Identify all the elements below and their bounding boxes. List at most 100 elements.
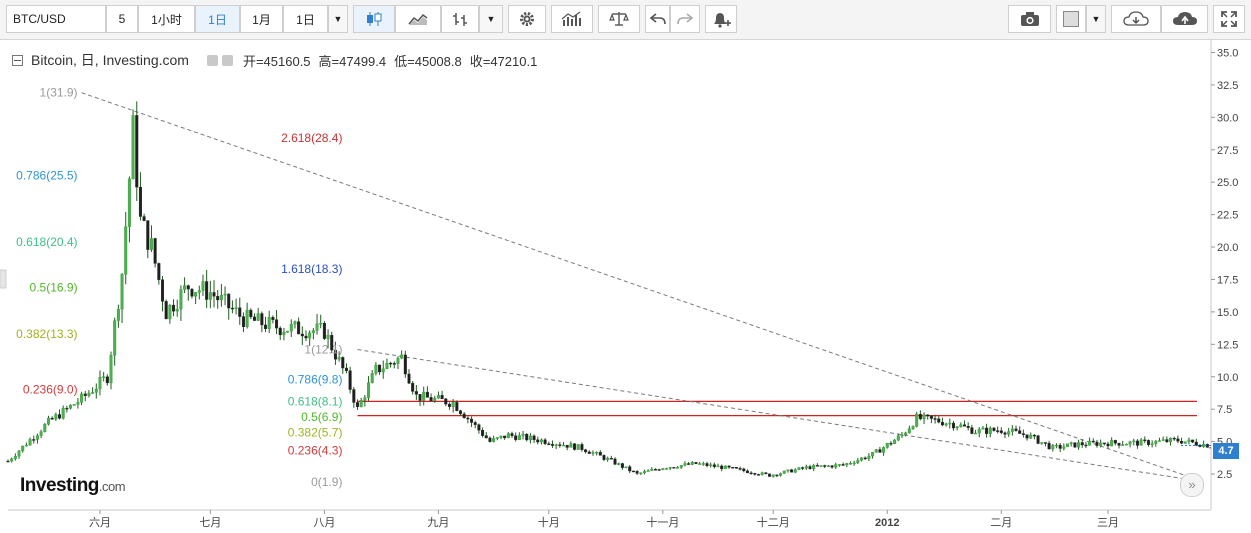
- candle-body: [322, 323, 326, 339]
- candle-body: [370, 373, 374, 383]
- x-tick-label: 二月: [990, 517, 1012, 529]
- candle-body: [878, 449, 882, 453]
- scroll-forward-button[interactable]: »: [1180, 473, 1204, 497]
- candle-body: [256, 313, 260, 321]
- candle-body: [28, 439, 32, 446]
- interval-select[interactable]: 1日: [283, 5, 328, 33]
- x-tick-label: 八月: [313, 517, 335, 529]
- interval-input[interactable]: 5: [106, 5, 138, 33]
- candle-body: [562, 444, 566, 447]
- candle-body: [433, 397, 437, 402]
- candle-body: [503, 435, 507, 439]
- candle-body: [43, 424, 47, 432]
- interval-dropdown-button[interactable]: ▼: [328, 5, 348, 33]
- cloud-upload-icon: [1172, 12, 1197, 25]
- redo-button[interactable]: [670, 5, 700, 33]
- indicators-button[interactable]: [551, 5, 593, 33]
- candle-body: [797, 467, 801, 470]
- candle-body: [1198, 445, 1202, 447]
- candle-body: [91, 392, 95, 394]
- candle-body: [580, 444, 584, 450]
- bar-type-button[interactable]: [441, 5, 479, 33]
- load-cloud-button[interactable]: [1111, 5, 1161, 33]
- candle-body: [1007, 431, 1011, 435]
- candle-body: [661, 468, 665, 471]
- settings-button[interactable]: [508, 5, 546, 33]
- candle-body: [937, 418, 941, 423]
- candle-body: [87, 392, 91, 396]
- candle-body: [959, 424, 963, 427]
- candle-body: [1091, 440, 1095, 443]
- candle-body: [1003, 432, 1007, 435]
- candle-body: [576, 444, 580, 450]
- fib-level-label: 0.5(6.9): [301, 410, 342, 424]
- candle-body: [779, 473, 783, 476]
- candle-body: [238, 307, 242, 317]
- visibility-icon[interactable]: [206, 54, 218, 66]
- interval-1m-button[interactable]: 1月: [240, 5, 283, 33]
- candle-body: [1058, 444, 1062, 449]
- save-cloud-button[interactable]: [1161, 5, 1208, 33]
- candle-body: [39, 431, 43, 436]
- x-tick-label: 十月: [538, 515, 560, 529]
- candle-body: [297, 321, 301, 335]
- candle-body: [337, 357, 341, 360]
- candlestick-type-button[interactable]: [353, 5, 395, 33]
- collapse-toggle-icon[interactable]: [12, 54, 23, 66]
- candle-body: [694, 462, 698, 464]
- screenshot-button[interactable]: [1008, 5, 1051, 33]
- candle-body: [6, 460, 10, 463]
- price-chart[interactable]: 1(31.9) 0.786(25.5) 0.618(20.4) 0.5(16.9) 0.…: [0, 40, 1251, 533]
- candle-body: [24, 444, 28, 447]
- candle-body: [315, 323, 319, 331]
- alert-button[interactable]: [705, 5, 737, 33]
- candle-body: [716, 465, 720, 468]
- candle-body: [1010, 428, 1014, 432]
- candle-body: [1172, 437, 1176, 440]
- expand-icon: [1221, 11, 1237, 27]
- candle-body: [650, 469, 654, 471]
- candle-body: [584, 449, 588, 453]
- candle-body: [1157, 440, 1161, 442]
- x-tick-label: 九月: [427, 516, 449, 529]
- area-type-button[interactable]: [395, 5, 441, 33]
- candle-body: [186, 285, 190, 290]
- candle-body: [164, 301, 168, 320]
- color-dropdown-button[interactable]: ▼: [1086, 5, 1106, 33]
- undo-button[interactable]: [645, 5, 670, 33]
- compare-button[interactable]: [598, 5, 640, 33]
- candle-body: [17, 450, 21, 457]
- candle-body: [1032, 434, 1036, 437]
- candle-body: [1124, 443, 1128, 446]
- candle-body: [286, 330, 290, 333]
- y-tick-label: 10.0: [1217, 372, 1238, 384]
- candle-body: [212, 292, 216, 297]
- candle-body: [58, 414, 62, 419]
- symbol-input[interactable]: BTC/USD: [6, 5, 106, 33]
- candle-body: [61, 407, 65, 419]
- candle-body: [69, 404, 73, 409]
- candle-body: [304, 335, 308, 339]
- interval-1d-button[interactable]: 1日: [195, 5, 240, 33]
- settings-mini-icon[interactable]: [221, 54, 233, 66]
- candle-body: [753, 473, 757, 475]
- candle-body: [1113, 440, 1117, 444]
- candle-body: [363, 397, 367, 401]
- gear-icon: [520, 12, 534, 26]
- candle-body: [885, 443, 889, 448]
- fib-level-label: 0.786(25.5): [16, 169, 77, 183]
- interval-1h-button[interactable]: 1小时: [138, 5, 195, 33]
- candle-body: [1143, 439, 1147, 442]
- fullscreen-button[interactable]: [1213, 5, 1245, 33]
- chart-type-dropdown-button[interactable]: ▼: [479, 5, 503, 33]
- candle-body: [161, 279, 165, 302]
- candle-body: [676, 467, 680, 469]
- candle-body: [492, 438, 496, 442]
- candle-body: [341, 357, 345, 369]
- candle-body: [860, 457, 864, 461]
- left-scroll-handle: [0, 269, 7, 289]
- candle-body: [1077, 442, 1081, 448]
- candle-body: [631, 470, 635, 473]
- candle-body: [264, 324, 268, 329]
- color-button[interactable]: [1056, 5, 1086, 33]
